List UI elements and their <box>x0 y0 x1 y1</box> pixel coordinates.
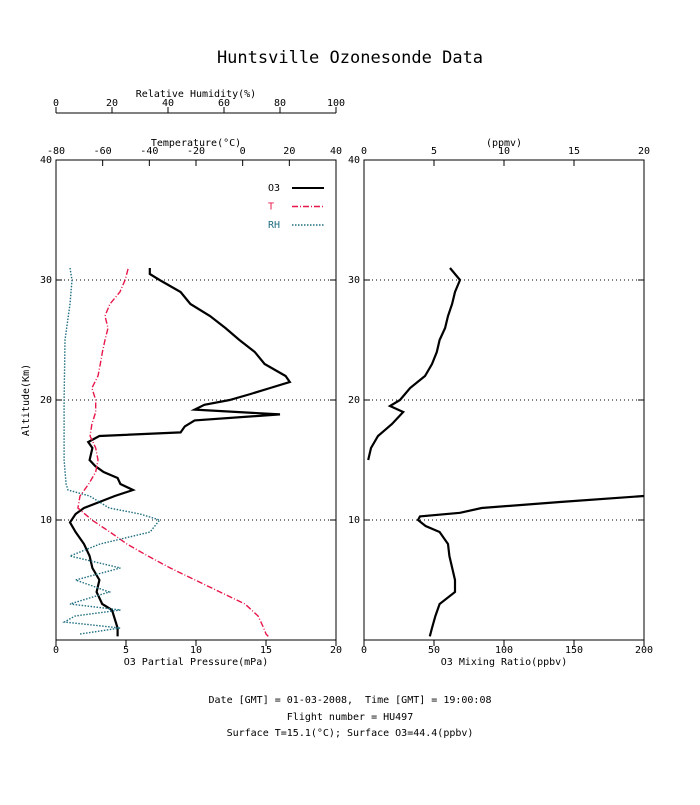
x3-tick-label: 100 <box>327 98 345 109</box>
x3-tick-label: 0 <box>53 98 59 109</box>
x2-tick-label: 20 <box>638 146 650 157</box>
footer-line: Flight number = HU497 <box>287 712 413 723</box>
x-tick-label: 0 <box>53 645 59 656</box>
x2-tick-label: 15 <box>568 146 580 157</box>
x2-tick-label: 40 <box>330 146 342 157</box>
y-tick-label: 10 <box>348 515 360 526</box>
footer-line: Date [GMT] = 01-03-2008, Time [GMT] = 19… <box>209 695 492 706</box>
data-line <box>77 267 269 637</box>
y-tick-label: 40 <box>348 155 360 166</box>
chart-title: Huntsville Ozonesonde Data <box>217 48 483 68</box>
x-axis-label: O3 Mixing Ratio(ppbv) <box>441 657 567 668</box>
x3-tick-label: 20 <box>106 98 118 109</box>
x2-tick-label: 5 <box>431 146 437 157</box>
legend-label: RH <box>268 220 280 231</box>
x-tick-label: 5 <box>123 645 129 656</box>
y-tick-label: 20 <box>348 395 360 406</box>
x3-tick-label: 80 <box>274 98 286 109</box>
footer-line: Surface T=15.1(°C); Surface O3=44.4(ppbv… <box>227 728 474 739</box>
data-line <box>367 267 645 637</box>
legend-label: O3 <box>268 183 280 194</box>
x2-tick-label: -60 <box>94 146 112 157</box>
x3-tick-label: 60 <box>218 98 230 109</box>
x2-tick-label: -40 <box>140 146 158 157</box>
x2-tick-label: 10 <box>498 146 510 157</box>
x-axis-label: O3 Partial Pressure(mPa) <box>124 657 269 668</box>
y-tick-label: 20 <box>40 395 52 406</box>
x2-tick-label: -20 <box>187 146 205 157</box>
x-tick-label: 0 <box>361 645 367 656</box>
y-tick-label: 30 <box>348 275 360 286</box>
x-tick-label: 200 <box>635 645 653 656</box>
x-tick-label: 100 <box>495 645 513 656</box>
x-tick-label: 150 <box>565 645 583 656</box>
x2-axis-label: Temperature(°C) <box>151 138 241 149</box>
data-line <box>68 268 292 637</box>
data-line <box>62 267 161 635</box>
y-axis-label: Altitude(Km) <box>21 364 32 436</box>
x-tick-label: 10 <box>190 645 202 656</box>
y-tick-label: 30 <box>40 275 52 286</box>
x2-axis-label: (ppmv) <box>486 138 522 149</box>
x3-axis-label: Relative Humidity(%) <box>136 89 256 100</box>
x2-tick-label: 0 <box>361 146 367 157</box>
x-tick-label: 15 <box>260 645 272 656</box>
x3-tick-label: 40 <box>162 98 174 109</box>
x-tick-label: 20 <box>330 645 342 656</box>
x2-tick-label: -80 <box>47 146 65 157</box>
x2-tick-label: 0 <box>240 146 246 157</box>
legend-label: T <box>268 202 274 213</box>
y-tick-label: 10 <box>40 515 52 526</box>
x-tick-label: 50 <box>428 645 440 656</box>
y-tick-label: 40 <box>40 155 52 166</box>
x2-tick-label: 20 <box>283 146 295 157</box>
